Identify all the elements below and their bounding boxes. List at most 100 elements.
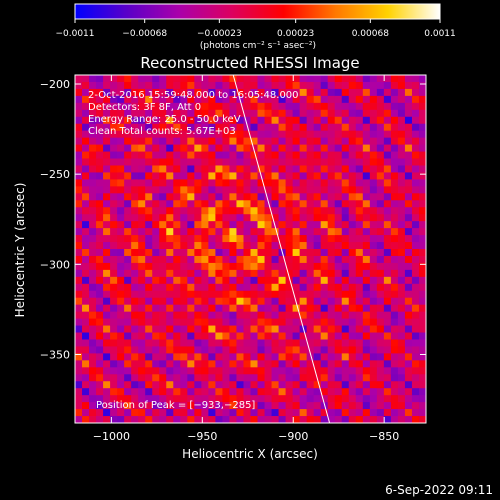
heatmap-cell [159,346,167,354]
heatmap-cell [404,360,413,368]
heatmap-cell [131,325,139,334]
heatmap-cell [243,137,252,146]
heatmap-cell [180,193,188,201]
heatmap-cell [159,381,167,389]
heatmap-cell [166,388,174,396]
heatmap-cell [201,269,209,278]
heatmap-cell [285,367,294,375]
heatmap-cell [201,81,209,90]
heatmap-cell [194,144,202,153]
heatmap-cell [313,381,322,389]
heatmap-cell [320,228,329,236]
heatmap-cell [215,304,224,313]
heatmap-cell [243,81,252,90]
heatmap-cell [292,262,301,271]
heatmap-cell [187,242,195,250]
heatmap-cell [96,200,104,208]
heatmap-cell [278,109,287,118]
heatmap-cell [89,416,97,423]
heatmap-cell [369,165,378,174]
heatmap-cell [96,269,104,278]
heatmap-cell [75,276,83,285]
heatmap-cell [222,262,231,271]
heatmap-cell [131,416,139,423]
heatmap-cell [110,402,118,410]
heatmap-cell [285,276,294,285]
heatmap-cell [82,102,90,111]
heatmap-cell [250,242,259,250]
heatmap-cell [390,269,399,278]
heatmap-cell [334,207,343,215]
heatmap-cell [327,367,336,375]
heatmap-cell [418,360,426,368]
heatmap-cell [376,339,385,348]
heatmap-cell [103,297,111,306]
heatmap-cell [341,214,350,222]
heatmap-cell [194,109,202,118]
heatmap-cell [355,290,364,299]
heatmap-cell [264,95,273,104]
heatmap-cell [82,144,90,153]
heatmap-cell [341,193,350,201]
heatmap-cell [159,374,167,382]
heatmap-cell [173,137,181,146]
heatmap-cell [145,165,153,174]
heatmap-cell [145,395,153,403]
heatmap-cell [355,395,364,403]
heatmap-cell [194,269,202,278]
heatmap-cell [208,151,216,160]
heatmap-cell [229,95,238,104]
heatmap-cell [397,207,406,215]
heatmap-cell [236,165,245,174]
heatmap-cell [348,172,357,180]
heatmap-cell [355,207,364,215]
heatmap-cell [208,325,216,334]
heatmap-cell [103,276,111,285]
heatmap-cell [215,311,224,320]
heatmap-cell [89,318,97,327]
heatmap-cell [215,109,224,118]
heatmap-cell [320,95,329,104]
heatmap-cell [390,304,399,313]
heatmap-cell [334,200,343,208]
heatmap-cell [320,179,329,187]
heatmap-cell [383,109,392,118]
heatmap-cell [229,290,238,299]
heatmap-cell [334,367,343,375]
heatmap-cell [110,388,118,396]
heatmap-cell [159,207,167,215]
heatmap-cell [362,102,371,111]
heatmap-cell [327,283,336,292]
heatmap-cell [89,116,97,125]
heatmap-cell [362,395,371,403]
heatmap-cell [82,374,90,382]
heatmap-cell [369,207,378,215]
heatmap-cell [236,179,245,187]
heatmap-cell [208,332,216,341]
heatmap-cell [376,123,385,132]
heatmap-cell [222,137,231,146]
heatmap-cell [264,304,273,313]
heatmap-cell [313,144,322,153]
heatmap-cell [285,75,294,83]
heatmap-cell [152,283,160,292]
heatmap-cell [250,374,259,382]
heatmap-cell [215,200,224,208]
heatmap-cell [264,409,273,417]
x-tick-label: −1000 [93,430,130,443]
heatmap-cell [110,228,118,236]
heatmap-cell [159,186,167,194]
heatmap-cell [145,109,153,118]
heatmap-cell [229,102,238,111]
heatmap-cell [201,123,209,132]
heatmap-cell [285,165,294,174]
heatmap-cell [383,130,392,139]
heatmap-cell [390,346,399,354]
y-tick-label: −250 [40,168,70,181]
heatmap-cell [138,304,146,313]
heatmap-cell [341,95,350,104]
heatmap-cell [285,116,294,125]
heatmap-cell [236,325,245,334]
heatmap-cell [208,283,216,292]
heatmap-cell [271,158,280,167]
